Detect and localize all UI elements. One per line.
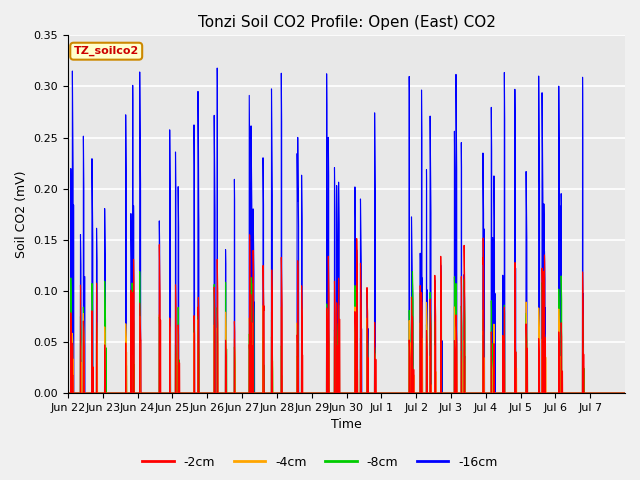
X-axis label: Time: Time xyxy=(331,419,362,432)
Y-axis label: Soil CO2 (mV): Soil CO2 (mV) xyxy=(15,170,28,258)
Title: Tonzi Soil CO2 Profile: Open (East) CO2: Tonzi Soil CO2 Profile: Open (East) CO2 xyxy=(198,15,495,30)
Legend: -2cm, -4cm, -8cm, -16cm: -2cm, -4cm, -8cm, -16cm xyxy=(138,451,502,474)
Text: TZ_soilco2: TZ_soilco2 xyxy=(74,46,139,56)
